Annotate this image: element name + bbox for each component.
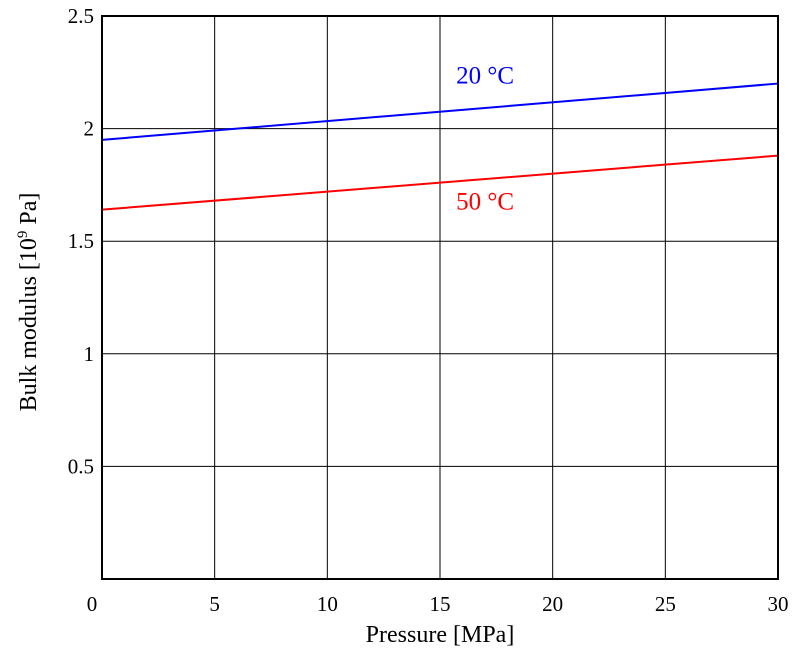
x-tick-label: 15 [430,592,451,616]
x-tick-label: 25 [655,592,676,616]
y-axis-title-prefix: Bulk modulus [10 [16,238,42,411]
series-line-0 [101,82,779,141]
x-tick-label: 5 [209,592,220,616]
y-tick-labels: 0.5 1 1.5 2 2.5 [68,4,94,478]
y-tick-label: 2.5 [68,4,94,28]
series-line-1 [101,154,779,211]
x-tick-labels: 0 5 10 15 20 25 30 [87,592,789,616]
plot-frame [101,15,779,580]
x-tick-label: 30 [768,592,789,616]
y-axis-title: Bulk modulus [109 Pa] [15,193,42,412]
x-tick-label: 10 [317,592,338,616]
x-tick-label: 20 [542,592,563,616]
y-tick-label: 2 [84,117,95,141]
y-tick-label: 0.5 [68,454,94,478]
y-axis-title-exponent: 9 [15,231,31,239]
series-labels: 20 °C 50 °C [456,63,514,216]
x-tick-label: 0 [87,592,98,616]
series-label-1: 50 °C [456,189,514,216]
grid [102,16,778,579]
y-tick-label: 1 [84,342,95,366]
y-tick-label: 1.5 [68,229,94,253]
y-axis-title-suffix: Pa] [16,193,42,231]
series-label-0: 20 °C [456,63,514,90]
x-axis-title: Pressure [MPa] [366,622,515,648]
series-lines [101,82,779,211]
